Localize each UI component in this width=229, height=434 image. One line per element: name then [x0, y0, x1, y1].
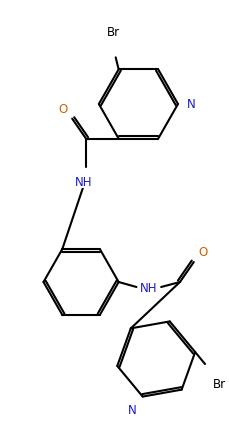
Text: NH: NH [75, 175, 93, 188]
Text: Br: Br [213, 377, 226, 390]
Text: O: O [58, 102, 67, 115]
Text: NH: NH [139, 281, 157, 294]
Text: N: N [187, 98, 196, 111]
Text: O: O [199, 246, 208, 258]
Text: Br: Br [107, 26, 120, 39]
Text: N: N [128, 403, 137, 416]
